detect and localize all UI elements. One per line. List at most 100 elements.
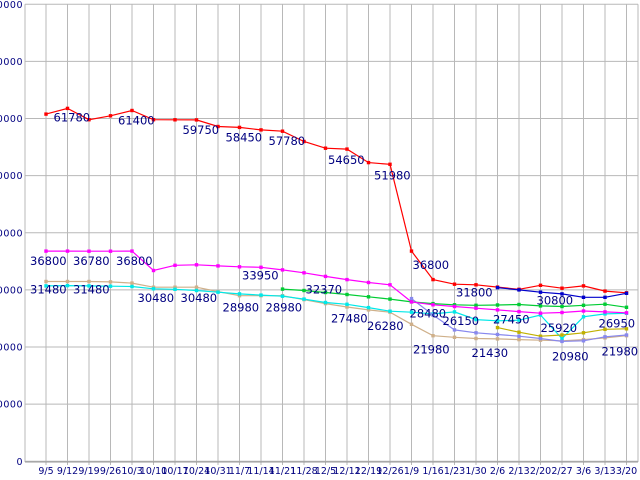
slate-blue-line-marker [474,331,478,335]
value-label: 61780 [54,110,91,124]
cyan-line-marker [581,315,586,319]
cyan-line-marker [409,310,414,314]
red-line-marker [388,162,392,166]
x-axis-label: 2/13 [508,466,529,477]
value-label: 59750 [183,123,220,137]
navy-line-marker [560,292,564,296]
red-line-marker [194,118,199,122]
slate-blue-line-marker [495,332,500,337]
red-line-marker [108,114,113,118]
magenta-line-marker [538,311,543,315]
x-axis-label: 3/6 [576,466,591,477]
green-line-marker [302,288,306,293]
magenta-line-marker [366,280,371,285]
value-label: 27480 [331,311,368,325]
tan-line-marker [409,322,414,326]
olive-line-marker [581,331,586,335]
red-line-marker [237,125,242,130]
magenta-line-marker [173,263,177,267]
red-line-marker [130,108,134,113]
y-axis-label: 50000 [0,171,23,182]
x-axis-label: 10/17 [161,466,188,477]
magenta-line-marker [259,265,263,269]
red-line-marker [259,128,263,132]
cyan-line-marker [366,305,371,310]
cyan-line-marker [280,294,285,298]
value-label: 26280 [367,319,404,333]
value-label: 61400 [118,114,155,128]
x-axis-label: 10/31 [204,466,231,477]
magenta-line-marker [323,274,328,279]
cyan-line-marker [603,312,607,316]
value-label: 30480 [138,291,175,305]
x-axis-label: 2/27 [551,466,572,477]
value-label: 36800 [413,258,450,272]
magenta-line-marker [216,264,220,268]
y-axis-label: 70000 [0,57,23,68]
magenta-line-marker [495,308,500,312]
value-label: 57780 [269,134,306,148]
x-axis-label: 9/19 [78,466,99,477]
value-label: 26150 [443,314,480,328]
red-line-marker [603,289,607,293]
green-line-marker [517,302,521,307]
red-line-marker [280,129,285,133]
olive-line-marker [538,334,543,338]
navy-line-marker [581,295,586,299]
x-axis-label: 10/24 [183,466,210,477]
tan-line-marker [495,337,500,341]
magenta-line-marker [65,249,70,253]
value-label: 20980 [552,349,589,363]
slate-blue-line-marker [431,313,435,317]
cyan-line-marker [44,284,48,288]
navy-line-marker [517,288,521,292]
green-line-marker [345,292,349,297]
olive-line-marker [603,327,607,331]
red-line-marker [560,286,564,290]
magenta-line-marker [151,268,156,273]
cyan-line-marker [130,284,134,289]
value-label: 27450 [493,313,530,327]
green-line-marker [366,295,371,299]
value-label: 51980 [374,168,411,182]
series-red-line [45,107,627,294]
green-line-marker [560,304,564,309]
magenta-line-marker [517,309,521,314]
red-line-marker [345,147,349,151]
red-line-marker [173,118,177,122]
x-axis-label: 12/12 [333,466,360,477]
value-label: 28980 [266,301,303,315]
cyan-line-marker [237,292,242,296]
cyan-line-marker [151,287,156,291]
y-axis-label: 0 [16,457,23,468]
red-line-marker [151,118,156,122]
cyan-line-marker [560,336,564,341]
tan-line-marker [237,294,242,298]
magenta-line-marker [560,310,564,315]
tan-line-marker [108,280,113,284]
red-line-marker [323,146,328,150]
value-label: 28480 [410,307,447,321]
magenta-line-marker [624,311,629,315]
y-axis-label: 30000 [0,285,23,296]
magenta-line-marker [388,283,392,287]
x-axis-label: 11/21 [269,466,296,477]
green-line-marker [323,290,328,295]
magenta-line-marker [87,249,91,253]
slate-blue-line-marker [624,333,629,337]
red-line-marker [581,284,586,288]
cyan-line-marker [194,288,199,293]
value-label: 32370 [306,282,343,296]
red-line-marker [44,112,48,116]
green-line-marker [280,287,285,291]
x-axis-label: 11/14 [247,466,274,477]
cyan-line-marker [538,313,543,317]
cyan-line-marker [388,309,392,313]
value-label: 36780 [73,254,110,268]
value-label: 33950 [242,268,279,282]
x-axis-label: 11/28 [290,466,317,477]
magenta-line-marker [452,304,457,309]
red-line-marker [366,160,371,165]
green-line-marker [495,303,500,307]
olive-line-marker [560,333,564,337]
